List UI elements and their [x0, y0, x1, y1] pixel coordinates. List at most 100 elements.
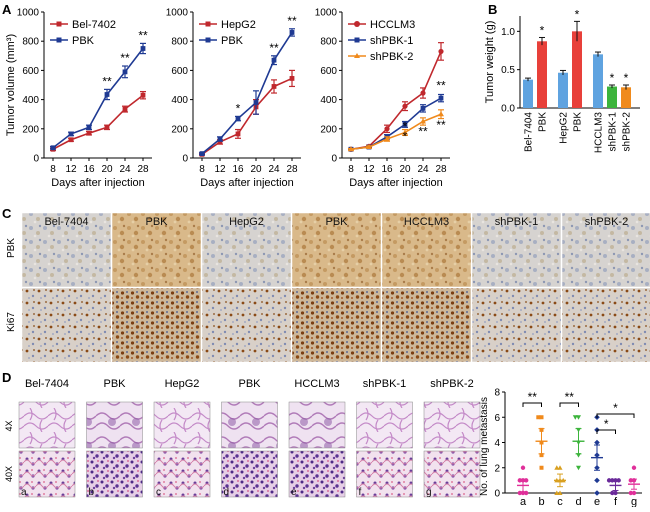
category-label: g — [631, 496, 637, 507]
series-PBK — [50, 42, 146, 151]
lung-column-label: shPBK-2 — [430, 378, 473, 390]
data-point — [420, 118, 426, 124]
x-tick-label: 28 — [286, 164, 298, 175]
category-label: c — [557, 496, 563, 507]
data-point — [104, 92, 110, 97]
series-Bel-7402 — [50, 90, 146, 152]
y-tick-label: 8 — [494, 388, 500, 399]
ihc-column-label: PBK — [325, 216, 348, 228]
data-point — [366, 144, 372, 150]
lung-column-label: shPBK-1 — [363, 378, 406, 390]
lung-image-40x — [356, 450, 413, 498]
line-chart-2: 0 200 400 600 800 1000 8 12 16 20 24 28 Days after i… — [166, 8, 301, 189]
data-point — [217, 139, 223, 145]
y-tick-label: 1.0 — [501, 27, 515, 38]
x-tick-label: 20 — [399, 164, 411, 175]
line-chart-3: 0 200 400 600 800 1000 8 12 16 20 24 28 Days after i… — [315, 8, 450, 189]
category-label: shPBK-1 — [608, 112, 619, 152]
category-label: f — [614, 496, 618, 507]
legend-label: HCCLM3 — [370, 19, 415, 31]
series-line — [350, 113, 442, 151]
ihc-column-label: shPBK-1 — [495, 216, 538, 228]
ihc-image-ki67 — [21, 287, 112, 363]
lung-image-letter: d — [224, 487, 230, 498]
x-tick-label: 8 — [348, 164, 354, 175]
y-tick-label: 800 — [171, 37, 188, 48]
ihc-row-label-pbk: PBK — [6, 238, 17, 258]
data-point — [235, 131, 241, 137]
x-tick-label: 24 — [268, 164, 280, 175]
y-tick-label: 0 — [33, 154, 39, 165]
significance-marker: ** — [120, 51, 130, 65]
y-tick-label: 0 — [494, 489, 500, 500]
panel-label-a: A — [2, 2, 12, 17]
lung-column-label: HCCLM3 — [294, 378, 339, 390]
data-point — [402, 129, 408, 135]
data-point — [628, 490, 633, 496]
lung-row-label-4x: 4X — [4, 420, 14, 431]
ihc-row-label-ki67: Ki67 — [6, 312, 17, 332]
data-point — [348, 146, 354, 152]
legend-marker — [205, 37, 211, 43]
bar — [593, 54, 603, 108]
data-point — [438, 48, 444, 55]
data-point — [384, 126, 390, 132]
y-tick-label: 600 — [320, 66, 337, 77]
lung-image-40x — [288, 450, 346, 498]
ihc-image-ki67 — [201, 287, 292, 363]
ihc-image-pbk — [201, 212, 292, 288]
y-tick-label: 400 — [320, 95, 337, 106]
lung-image-letter: e — [291, 487, 297, 498]
legend-marker — [205, 21, 211, 27]
bar — [607, 86, 617, 108]
legend-label: shPBK-2 — [370, 51, 413, 63]
data-point — [104, 124, 110, 130]
lung-image-letter: b — [89, 487, 95, 498]
legend-item: shPBK-2 — [348, 51, 413, 63]
data-point — [438, 111, 444, 117]
ihc-image-pbk — [291, 212, 382, 288]
significance-marker: ** — [102, 74, 112, 88]
x-tick-label: 20 — [250, 164, 262, 175]
lung-column-label: Bel-7404 — [25, 378, 69, 390]
data-point — [616, 478, 621, 483]
ihc-image-ki67 — [291, 287, 382, 363]
data-point — [402, 122, 408, 127]
y-tick-label: 800 — [22, 37, 39, 48]
data-point — [520, 465, 526, 470]
line-chart-1: 0 200 400 600 800 1000 8 12 16 20 24 28 Days after i… — [5, 8, 152, 189]
legend-label: PBK — [72, 35, 95, 47]
data-point — [86, 130, 92, 136]
category-label: e — [594, 496, 600, 507]
x-tick-label: 8 — [199, 164, 205, 175]
y-axis-label: Tumor volume (mm³) — [5, 34, 17, 136]
data-point — [271, 57, 277, 63]
lung-image-40x — [153, 450, 211, 498]
data-point — [631, 465, 637, 470]
bar — [621, 87, 631, 108]
y-axis-label: No. of lung metastasis — [479, 397, 490, 496]
y-tick-label: 600 — [22, 66, 39, 77]
ihc-column-label: HepG2 — [229, 216, 264, 228]
data-point — [576, 415, 581, 420]
data-point — [68, 131, 74, 137]
y-tick-label: 1000 — [166, 8, 189, 19]
bar — [537, 41, 547, 108]
lung-image-40x — [221, 450, 278, 498]
panel-label-d: D — [2, 370, 11, 385]
data-point — [217, 136, 223, 142]
significance-marker: * — [403, 129, 408, 143]
significance-marker: ** — [528, 390, 538, 404]
x-tick-label: 24 — [119, 164, 131, 175]
legend-label: HepG2 — [221, 19, 256, 31]
lung-column-label: PBK — [238, 378, 261, 390]
significance-bracket — [559, 402, 579, 407]
data-point — [539, 453, 544, 458]
ihc-column-label: PBK — [145, 216, 168, 228]
category-label: HCCLM3 — [594, 112, 605, 154]
lung-column-label: PBK — [103, 378, 126, 390]
series-PBK — [199, 28, 295, 157]
legend-item: PBK — [50, 35, 95, 47]
data-point — [253, 100, 259, 105]
